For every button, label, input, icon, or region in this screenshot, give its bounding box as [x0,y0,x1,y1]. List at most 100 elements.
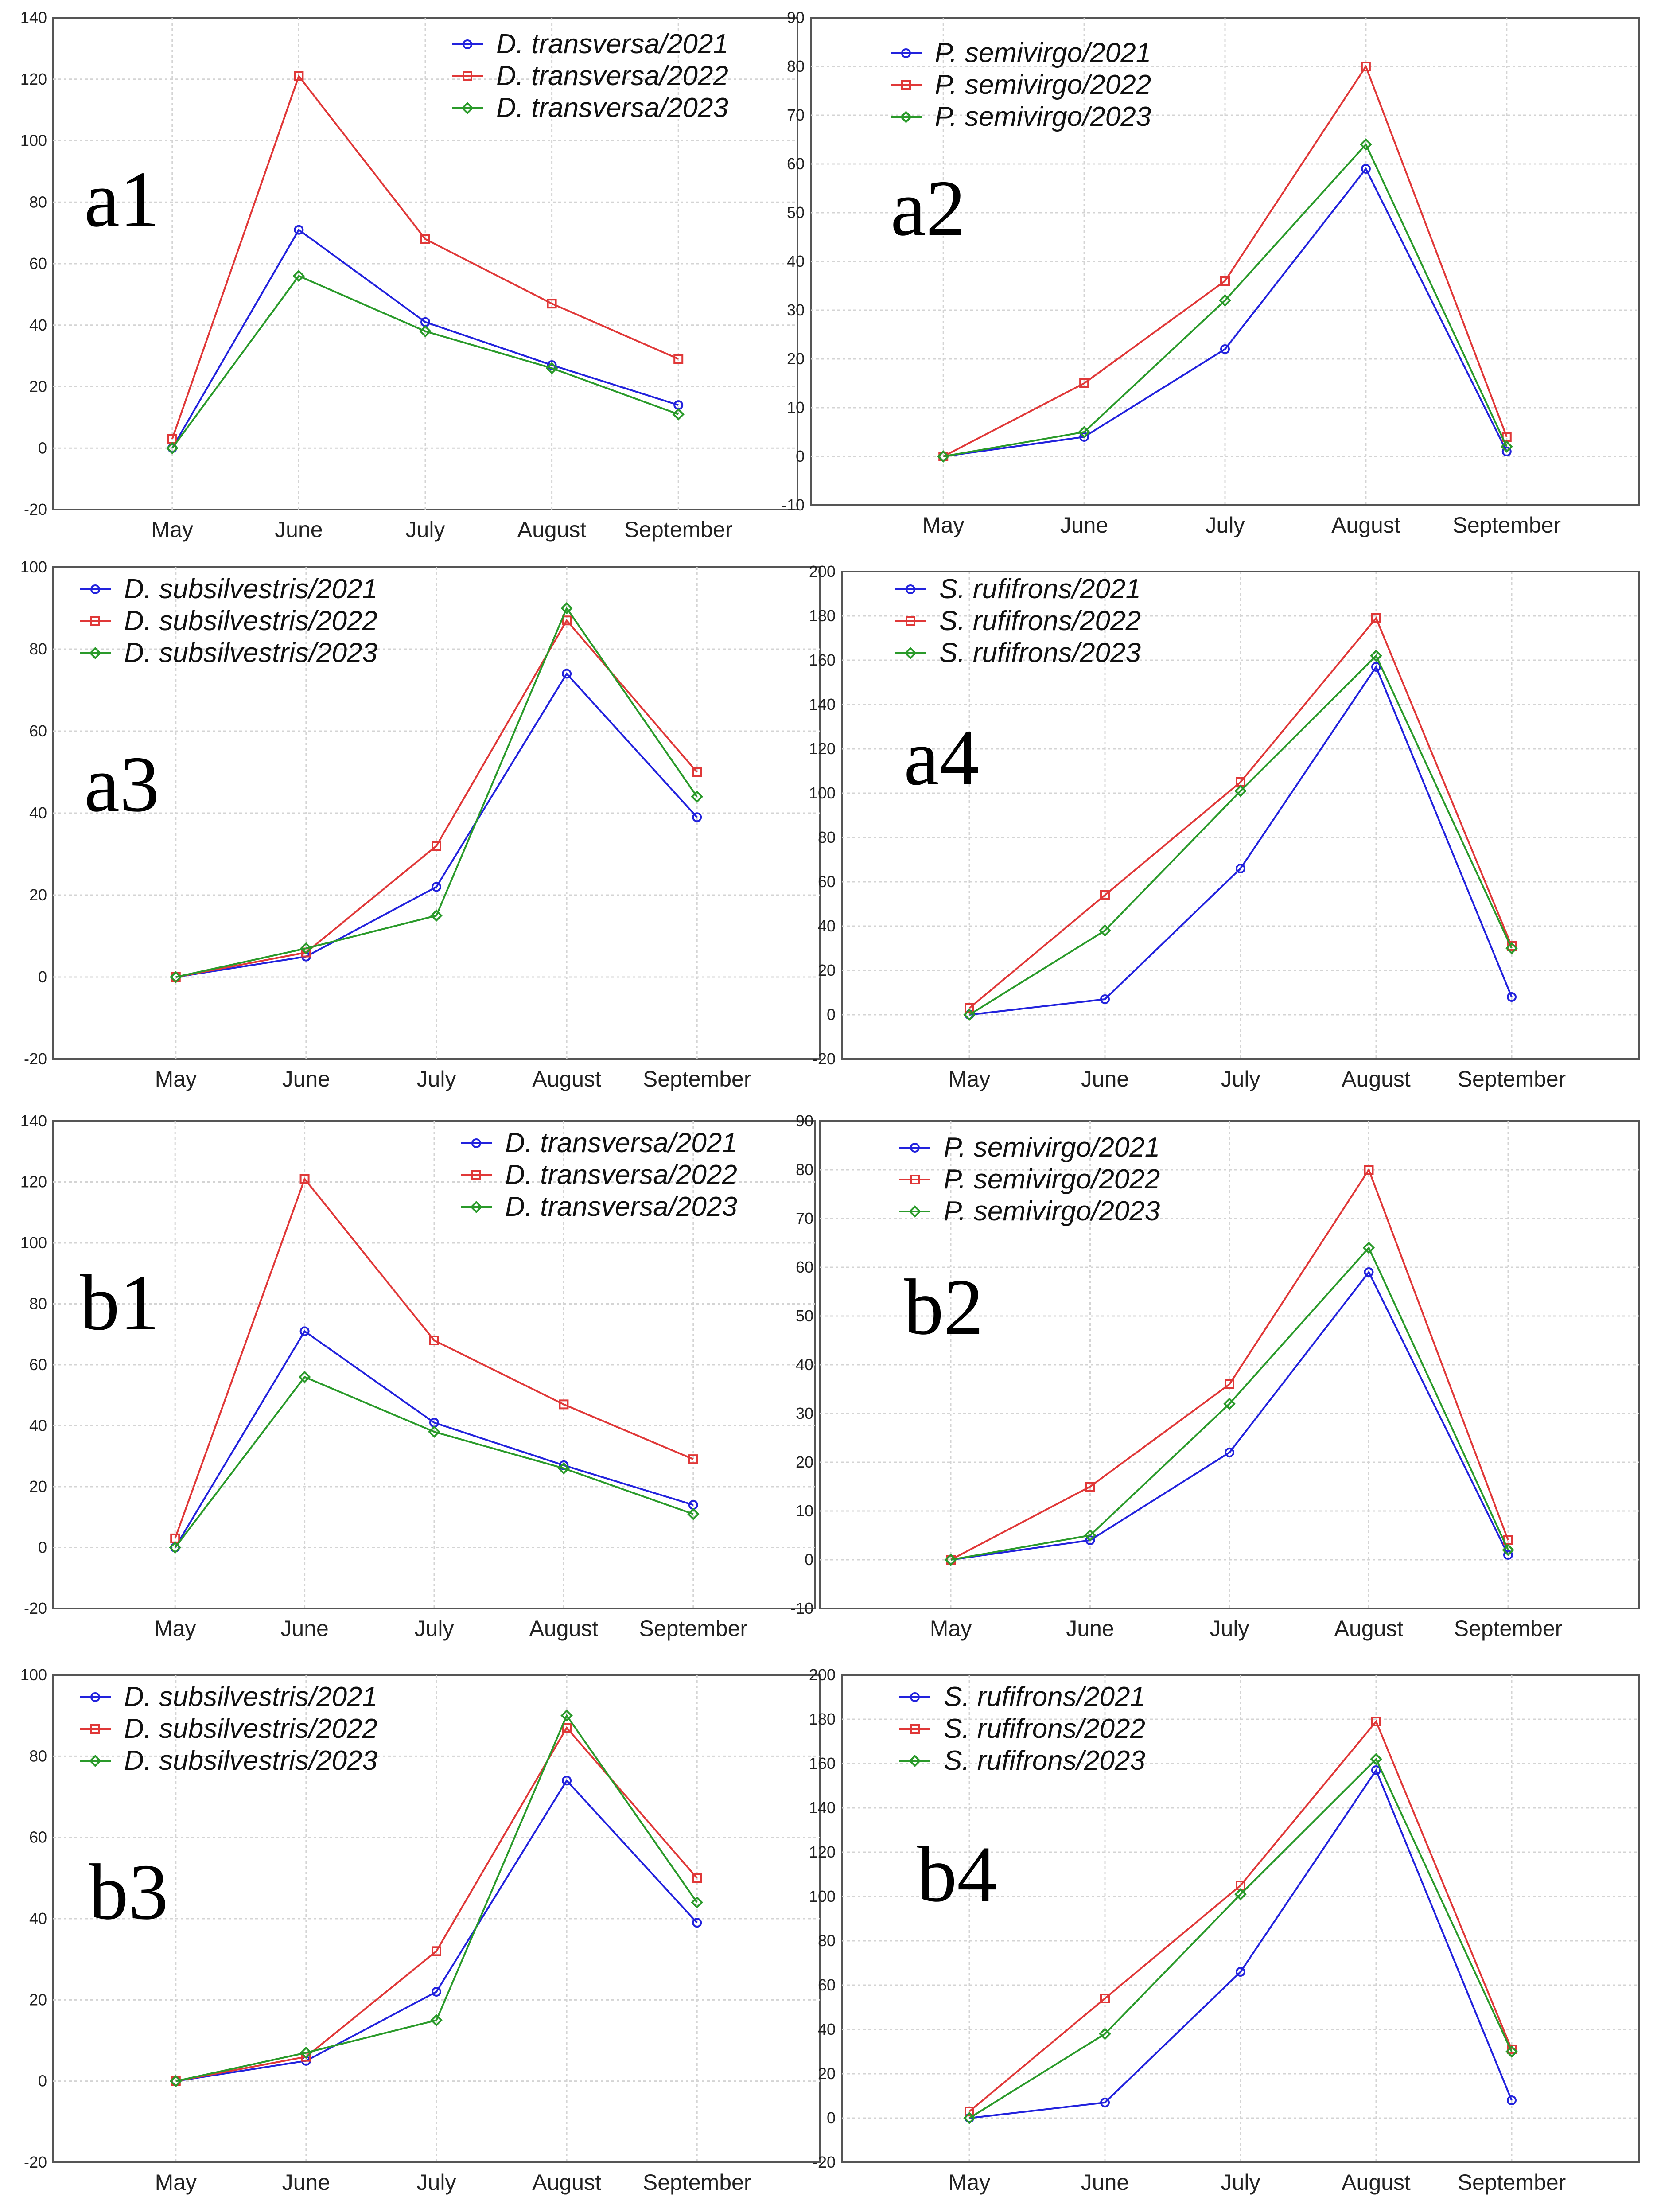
legend-marker [463,39,472,49]
data-point [963,1009,976,1021]
data-point [169,971,182,983]
y-tick-label: 40 [29,316,47,334]
legend-marker [89,1755,101,1767]
data-point [1100,994,1110,1004]
x-tick-label: May [949,1067,990,1091]
y-tick-label: 80 [787,57,805,75]
y-tick-label: 80 [818,1932,836,1950]
series-markers-2022 [965,613,1517,1013]
y-tick-label: 80 [29,193,47,211]
data-point [1079,378,1089,388]
y-tick-label: 90 [787,8,805,27]
data-point [672,408,685,421]
data-point [1225,1379,1234,1389]
data-point [429,1336,439,1345]
y-tick-label: 140 [20,1112,47,1130]
legend-label: D. transversa/2021 [496,29,728,59]
data-point [1505,942,1518,954]
y-tick-label: 50 [787,203,805,222]
x-tick-label: June [282,2170,330,2195]
x-tick-label: June [1081,2170,1129,2195]
x-tick-label: August [532,2170,601,2195]
x-tick-label: May [922,513,964,537]
y-tick-label: 60 [796,1258,813,1276]
y-tick-label: 20 [796,1453,813,1471]
data-point [937,450,950,463]
y-tick-label: 0 [38,439,47,457]
data-point [1085,1482,1095,1492]
data-point [292,269,305,282]
series-markers-2023 [945,1242,1514,1566]
data-point [1234,1888,1247,1900]
x-tick-label: August [1342,1067,1411,1091]
legend-label: S. rufifrons/2023 [939,638,1141,668]
data-point [1371,662,1381,672]
legend-label: D. transversa/2022 [505,1160,737,1190]
series-markers-2022 [170,1174,698,1543]
data-point [169,2075,182,2087]
series-markers-2022 [167,71,684,444]
legend-marker [910,1143,920,1153]
legend-label: S. rufifrons/2021 [944,1682,1145,1712]
legend-label: S. rufifrons/2022 [939,606,1141,636]
data-point [1236,864,1245,873]
data-point [299,1326,310,1336]
panel-label: b3 [89,1848,168,1936]
y-tick-label: 80 [796,1161,813,1179]
chart-b1: -20 0 20 40 60 80 100 120 140 May June July August Se… [0,0,842,1653]
y-tick-label: 60 [29,722,47,740]
legend-marker [910,1175,920,1184]
data-point [692,812,702,822]
data-point [559,1399,569,1410]
legend-marker [906,584,915,594]
y-tick-label: 0 [805,1550,813,1569]
x-tick-label: September [643,2170,751,2195]
x-tick-label: June [1081,1067,1129,1091]
y-tick-label: 140 [809,1799,836,1817]
data-point [1220,344,1230,354]
series-markers-2021 [965,1765,1517,2123]
series-line-2021 [171,228,679,449]
y-tick-label: 100 [809,784,836,802]
x-tick-label: May [152,517,193,542]
x-tick-label: June [280,1616,328,1641]
y-tick-label: 30 [796,1404,813,1422]
y-tick-label: -20 [24,1050,47,1068]
y-tick-label: 140 [20,8,47,27]
series-markers-2023 [166,269,685,455]
y-tick-label: 100 [20,1666,47,1684]
data-point [1236,1967,1245,1977]
data-point [166,442,179,455]
y-tick-label: 10 [787,398,805,417]
legend-marker [471,1138,481,1148]
legend-marker [90,616,100,626]
x-tick-label: July [417,2170,456,2195]
data-point [432,882,441,892]
chart-a4: -20 0 20 40 60 80 100 120 140 160 180 200 May June Jul… [0,0,1653,1099]
legend-marker [901,80,911,90]
y-tick-label: 100 [20,132,47,150]
y-tick-label: 100 [20,1234,47,1252]
legend-label: D. subsilvestris/2023 [124,1745,377,1776]
data-point [673,354,684,364]
y-tick-label: 20 [29,886,47,904]
legend-marker [90,1724,100,1734]
panel-label: b2 [904,1263,984,1351]
data-point [562,1776,572,1786]
data-point [300,2046,312,2059]
legend-label: D. subsilvestris/2021 [124,1682,377,1712]
data-point [299,1174,310,1184]
legend-marker [909,1755,921,1767]
x-tick-label: September [624,517,733,542]
series-line-2023 [950,1246,1509,1561]
y-tick-label: 60 [29,254,47,273]
data-point [1219,294,1231,307]
x-tick-label: August [532,1067,601,1091]
chart-svg: -20 0 20 40 60 80 100 120 140 160 180 200 May June Jul… [809,562,1640,1091]
x-tick-label: August [1342,2170,1411,2195]
panel-label: a1 [84,155,159,243]
y-tick-label: 80 [29,640,47,658]
y-tick-label: -20 [813,1050,836,1068]
